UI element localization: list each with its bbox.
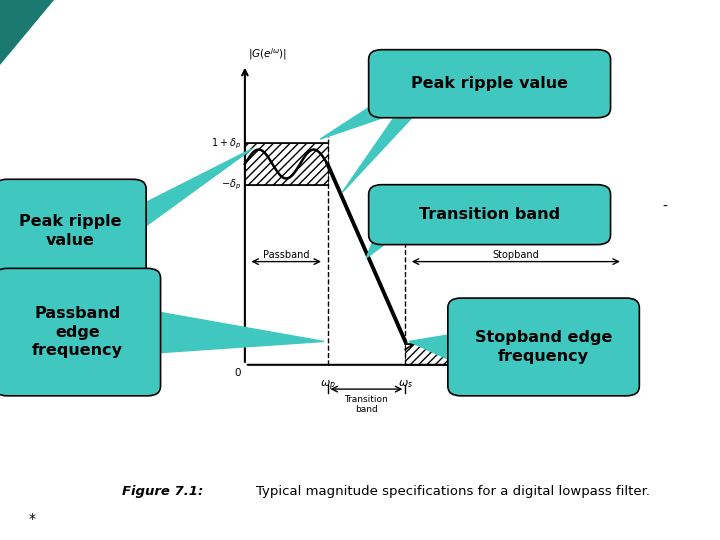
FancyBboxPatch shape xyxy=(0,268,161,396)
Text: 0: 0 xyxy=(235,368,241,377)
Text: Figure 7.1:: Figure 7.1: xyxy=(122,485,204,498)
FancyBboxPatch shape xyxy=(0,179,146,282)
Text: Transition band: Transition band xyxy=(419,207,560,222)
Polygon shape xyxy=(145,310,324,354)
Polygon shape xyxy=(342,105,418,193)
Text: $-\delta_p$: $-\delta_p$ xyxy=(221,178,241,192)
FancyBboxPatch shape xyxy=(369,185,611,245)
Text: $\omega_p$: $\omega_p$ xyxy=(320,379,336,393)
Text: $|G(e^{j\omega})|$: $|G(e^{j\omega})|$ xyxy=(248,46,288,62)
Polygon shape xyxy=(117,149,252,234)
FancyBboxPatch shape xyxy=(369,50,611,118)
Text: $\omega_s$: $\omega_s$ xyxy=(397,379,413,390)
Text: *: * xyxy=(29,512,36,526)
Text: Peak ripple
value: Peak ripple value xyxy=(19,214,122,248)
Text: Typical magnitude specifications for a digital lowpass filter.: Typical magnitude specifications for a d… xyxy=(256,485,649,498)
Text: Peak ripple value: Peak ripple value xyxy=(411,76,568,91)
Polygon shape xyxy=(0,0,54,65)
Text: Stopband edge
frequency: Stopband edge frequency xyxy=(475,330,612,364)
Polygon shape xyxy=(320,94,403,139)
Text: Passband
edge
frequency: Passband edge frequency xyxy=(32,306,123,358)
Text: $\delta_s$: $\delta_s$ xyxy=(230,338,241,351)
Text: $1+\delta_p$: $1+\delta_p$ xyxy=(211,136,241,151)
FancyBboxPatch shape xyxy=(448,298,639,396)
Polygon shape xyxy=(366,225,399,258)
Polygon shape xyxy=(409,334,456,360)
Text: Stopband: Stopband xyxy=(492,249,539,260)
Text: Transition
band: Transition band xyxy=(344,395,388,414)
Text: Passband: Passband xyxy=(263,249,310,260)
Text: -: - xyxy=(662,200,667,214)
